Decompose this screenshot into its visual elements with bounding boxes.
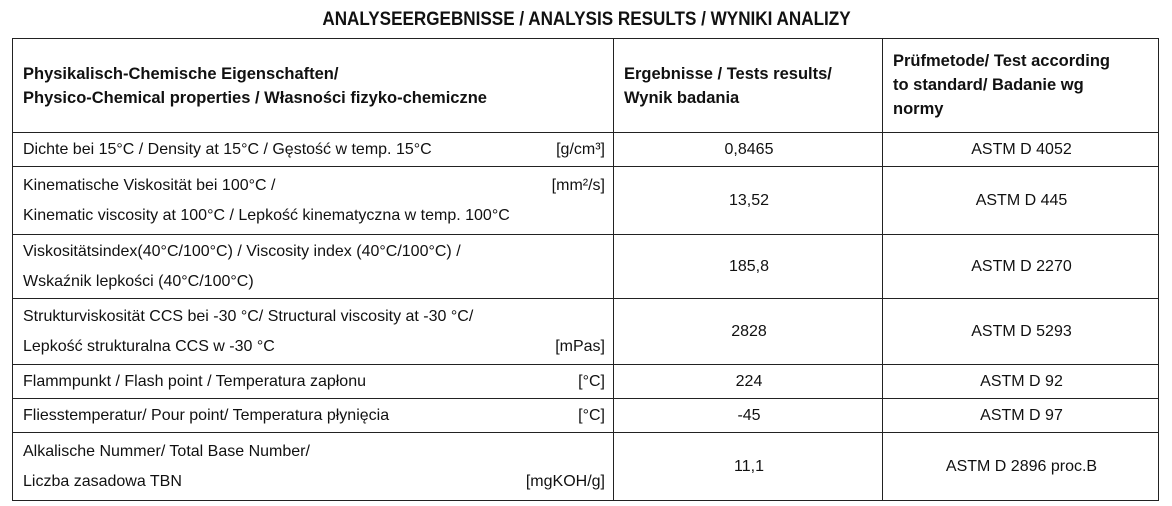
property: Kinematische Viskosität bei 100°C / xyxy=(23,176,276,194)
result: 185,8 xyxy=(613,234,883,299)
property: Wskaźnik lepkości (40°C/100°C) xyxy=(23,272,254,290)
unit: [°C] xyxy=(578,406,605,424)
unit: [°C] xyxy=(578,372,605,390)
method: ASTM D 4052 xyxy=(882,132,1159,167)
results-table: Physikalisch-Chemische Eigenschaften/ Ph… xyxy=(12,38,1159,501)
header-line: Physico-Chemical properties / Własności … xyxy=(23,88,487,107)
unit: [g/cm³] xyxy=(556,140,605,158)
result: 13,52 xyxy=(613,166,883,235)
header-cell: Prüfmetode/ Test according to standard/ … xyxy=(882,38,1159,133)
row: Alkalische Nummer/ Total Base Number/ Li… xyxy=(12,432,1159,501)
result: 224 xyxy=(613,364,883,399)
property: Strukturviskosität CCS bei -30 °C/ Struc… xyxy=(23,307,474,325)
method: ASTM D 2896 proc.B xyxy=(882,432,1159,501)
property: Flammpunkt / Flash point / Temperatura z… xyxy=(23,372,366,390)
property-cell: Kinematische Viskosität bei 100°C / [mm²/… xyxy=(12,166,614,235)
header-cell: Physikalisch-Chemische Eigenschaften/ Ph… xyxy=(12,38,614,133)
property: Lepkość strukturalna CCS w -30 °C xyxy=(23,337,275,355)
header-cell: Ergebnisse / Tests results/ Wynik badani… xyxy=(613,38,883,133)
title-text: ANALYSEERGEBNISSE / ANALYSIS RESULTS / W… xyxy=(321,9,851,30)
header-line: to standard/ Badanie wg xyxy=(893,76,1084,94)
method: ASTM D 5293 xyxy=(882,298,1159,365)
row: Dichte bei 15°C / Density at 15°C / Gęst… xyxy=(12,132,1159,167)
unit: [mPas] xyxy=(555,337,605,355)
result: -45 xyxy=(613,398,883,433)
result: 2828 xyxy=(613,298,883,365)
header-line: Prüfmetode/ Test according xyxy=(893,52,1110,70)
property: Alkalische Nummer/ Total Base Number/ xyxy=(23,442,310,460)
row: Viskositätsindex(40°C/100°C) / Viscosity… xyxy=(12,234,1159,299)
property: Kinematic viscosity at 100°C / Lepkość k… xyxy=(23,206,510,224)
property-cell: Flammpunkt / Flash point / Temperatura z… xyxy=(12,364,614,399)
row: Kinematische Viskosität bei 100°C / [mm²/… xyxy=(12,166,1159,235)
property: Dichte bei 15°C / Density at 15°C / Gęst… xyxy=(23,140,432,158)
property: Viskositätsindex(40°C/100°C) / Viscosity… xyxy=(23,242,461,260)
method: ASTM D 92 xyxy=(882,364,1159,399)
property-cell: Viskositätsindex(40°C/100°C) / Viscosity… xyxy=(12,234,614,299)
method: ASTM D 445 xyxy=(882,166,1159,235)
row: Flammpunkt / Flash point / Temperatura z… xyxy=(12,364,1159,399)
property: Liczba zasadowa TBN xyxy=(23,472,182,490)
header-row: Physikalisch-Chemische Eigenschaften/ Ph… xyxy=(12,38,1159,133)
property-cell: Strukturviskosität CCS bei -30 °C/ Struc… xyxy=(12,298,614,365)
header-line: Wynik badania xyxy=(624,88,740,107)
property-cell: Dichte bei 15°C / Density at 15°C / Gęst… xyxy=(12,132,614,167)
result: 0,8465 xyxy=(613,132,883,167)
property-cell: Fliesstemperatur/ Pour point/ Temperatur… xyxy=(12,398,614,433)
title: ANALYSEERGEBNISSE / ANALYSIS RESULTS / W… xyxy=(0,9,1172,31)
header-line: Physikalisch-Chemische Eigenschaften/ xyxy=(23,64,339,83)
method: ASTM D 97 xyxy=(882,398,1159,433)
property-cell: Alkalische Nummer/ Total Base Number/ Li… xyxy=(12,432,614,501)
unit: [mgKOH/g] xyxy=(525,472,605,490)
property: Fliesstemperatur/ Pour point/ Temperatur… xyxy=(23,406,390,424)
row: Fliesstemperatur/ Pour point/ Temperatur… xyxy=(12,398,1159,433)
method: ASTM D 2270 xyxy=(882,234,1159,299)
row: Strukturviskosität CCS bei -30 °C/ Struc… xyxy=(12,298,1159,365)
unit: [mm²/s] xyxy=(551,176,605,194)
header-line: normy xyxy=(893,100,944,118)
header-line: Ergebnisse / Tests results/ xyxy=(624,64,832,83)
result: 11,1 xyxy=(613,432,883,501)
